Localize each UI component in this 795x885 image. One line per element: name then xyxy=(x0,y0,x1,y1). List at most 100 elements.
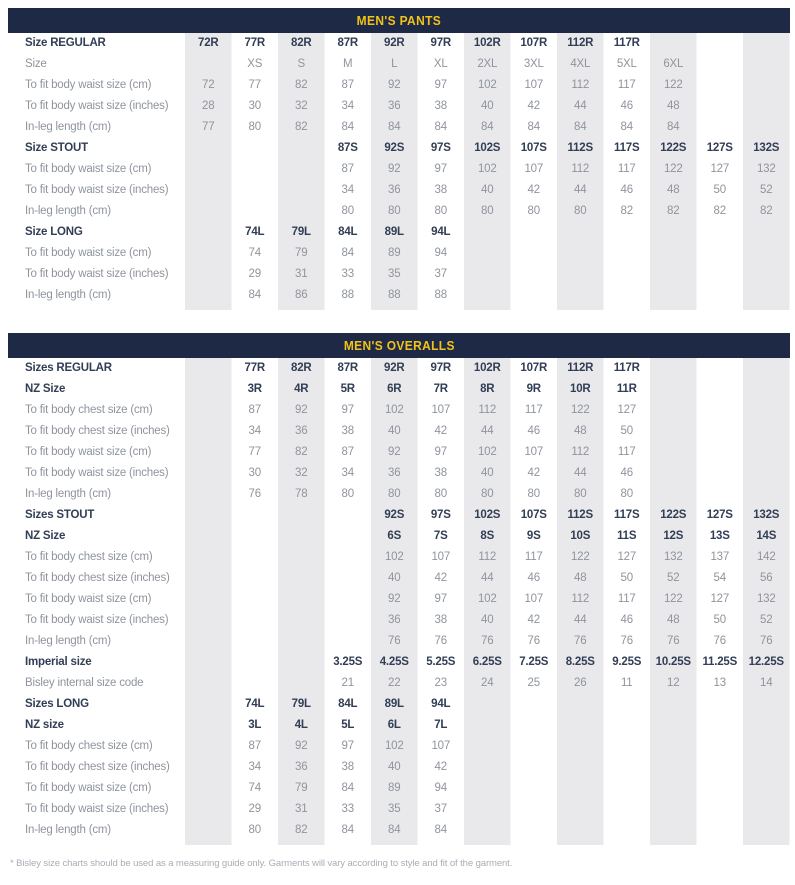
size-cell: 46 xyxy=(620,100,634,112)
size-cell: 84 xyxy=(481,121,494,133)
table-row: Size XS S M L XL 2XL 3XL 4XL 5XL 6XL xyxy=(8,54,790,75)
size-cell: 102 xyxy=(384,551,404,563)
size-cell: 38 xyxy=(341,425,355,437)
size-cell: 36 xyxy=(388,100,401,112)
column-stripes xyxy=(185,358,790,845)
size-cell xyxy=(697,715,744,736)
size-cell: 89 xyxy=(388,782,401,794)
column-stripes xyxy=(185,33,790,310)
size-cell xyxy=(743,463,790,484)
size-cell xyxy=(511,715,558,736)
size-cell xyxy=(650,358,697,379)
size-cell xyxy=(185,138,232,159)
size-cell xyxy=(697,400,744,421)
size-cell: 52 xyxy=(760,184,773,196)
row-label: NZ size xyxy=(25,719,64,731)
size-cell: 87R xyxy=(337,362,359,374)
size-cell: 38 xyxy=(434,100,448,112)
size-cell xyxy=(185,180,232,201)
size-cell: 87R xyxy=(337,37,359,49)
size-cell: 38 xyxy=(341,761,355,773)
size-cell xyxy=(743,715,790,736)
size-cell xyxy=(697,222,744,243)
size-cell: 97 xyxy=(434,163,448,175)
size-cell: 82 xyxy=(667,205,680,217)
size-cell xyxy=(650,757,697,778)
size-cell xyxy=(278,568,325,589)
size-cell: 117R xyxy=(613,37,640,49)
size-cell: 97S xyxy=(430,509,451,521)
size-cell: 78 xyxy=(295,488,308,500)
size-cell: 97R xyxy=(430,362,452,374)
row-label: In-leg length (cm) xyxy=(25,289,111,301)
size-cell xyxy=(743,379,790,400)
size-cell: 92 xyxy=(388,593,401,605)
size-cell xyxy=(185,285,232,306)
size-cell: 13S xyxy=(709,530,730,542)
size-cell xyxy=(743,54,790,75)
size-cell xyxy=(650,715,697,736)
size-cell: 38 xyxy=(434,184,448,196)
size-cell: 6R xyxy=(387,383,402,395)
size-cell: 112R xyxy=(567,37,594,49)
table-row: NZ Size 3R 4R 5R 6R 7R 8R 9R 10R 11R xyxy=(8,379,790,400)
size-cell: 132 xyxy=(756,593,776,605)
size-cell: 82 xyxy=(620,205,634,217)
size-cell: 6XL xyxy=(663,58,684,70)
size-cell: 80 xyxy=(248,121,262,133)
size-cell: 97R xyxy=(430,37,452,49)
size-cell xyxy=(697,243,744,264)
size-cell: 40 xyxy=(388,572,401,584)
size-cell: 33 xyxy=(341,268,355,280)
mens-overalls-rows: Sizes REGULAR 77R 82R 87R 92R 97R 102R 107R 112R… xyxy=(8,358,790,845)
row-label: To fit body chest size (cm) xyxy=(25,404,153,416)
row-label: To fit body waist size (inches) xyxy=(25,268,169,280)
table-row: Sizes STOUT 92S 97S 102S 107S 112S 117S 122S 127… xyxy=(8,505,790,526)
size-cell: 77 xyxy=(248,79,262,91)
size-cell: 102 xyxy=(384,404,404,416)
row-label: To fit body chest size (inches) xyxy=(25,425,170,437)
size-cell: 4L xyxy=(294,719,308,731)
size-cell: 8R xyxy=(480,383,495,395)
size-cell: M xyxy=(343,58,353,70)
size-cell: 3.25S xyxy=(333,656,363,668)
size-cell xyxy=(697,736,744,757)
row-label: To fit body waist size (cm) xyxy=(25,247,152,259)
size-cell: 23 xyxy=(434,677,448,689)
table-row: To fit body waist size (inches) 29 31 33 35 3… xyxy=(8,799,790,820)
size-cell xyxy=(650,264,697,285)
size-cell: 127 xyxy=(617,551,637,563)
size-cell: 12.25S xyxy=(748,656,784,668)
size-cell xyxy=(743,243,790,264)
size-cell: 127S xyxy=(706,509,733,521)
size-cell: 80 xyxy=(341,205,355,217)
size-cell xyxy=(511,820,558,841)
size-cell: 35 xyxy=(388,803,401,815)
row-label: In-leg length (cm) xyxy=(25,635,111,647)
size-cell xyxy=(511,243,558,264)
table-row: In-leg length (cm) 84 86 88 88 88 xyxy=(8,285,790,306)
size-cell: 80 xyxy=(574,488,587,500)
size-cell: 50 xyxy=(713,614,727,626)
size-cell xyxy=(232,505,279,526)
size-cell: 44 xyxy=(574,614,587,626)
size-cell xyxy=(185,820,232,841)
size-cell xyxy=(464,222,511,243)
size-cell: 76 xyxy=(527,635,541,647)
size-cell: 32 xyxy=(295,467,308,479)
size-cell xyxy=(557,243,604,264)
size-cell: 84 xyxy=(667,121,680,133)
size-cell: 102 xyxy=(477,446,497,458)
row-label: Sizes LONG xyxy=(25,698,89,710)
mens-pants-rows: Size REGULAR 72R 77R 82R 87R 92R 97R 102R 107R 11… xyxy=(8,33,790,310)
size-cell: 80 xyxy=(341,488,355,500)
size-cell: 84 xyxy=(388,824,401,836)
size-cell: 132S xyxy=(753,142,780,154)
table-row: In-leg length (cm) 77 80 82 84 84 84 84 84 84 84 84 xyxy=(8,117,790,138)
row-label: To fit body waist size (cm) xyxy=(25,163,152,175)
size-cell: 89L xyxy=(384,698,404,710)
size-cell: 74L xyxy=(245,698,265,710)
size-cell: 102S xyxy=(474,142,501,154)
size-cell: 46 xyxy=(527,572,541,584)
size-cell: 107S xyxy=(520,509,547,521)
